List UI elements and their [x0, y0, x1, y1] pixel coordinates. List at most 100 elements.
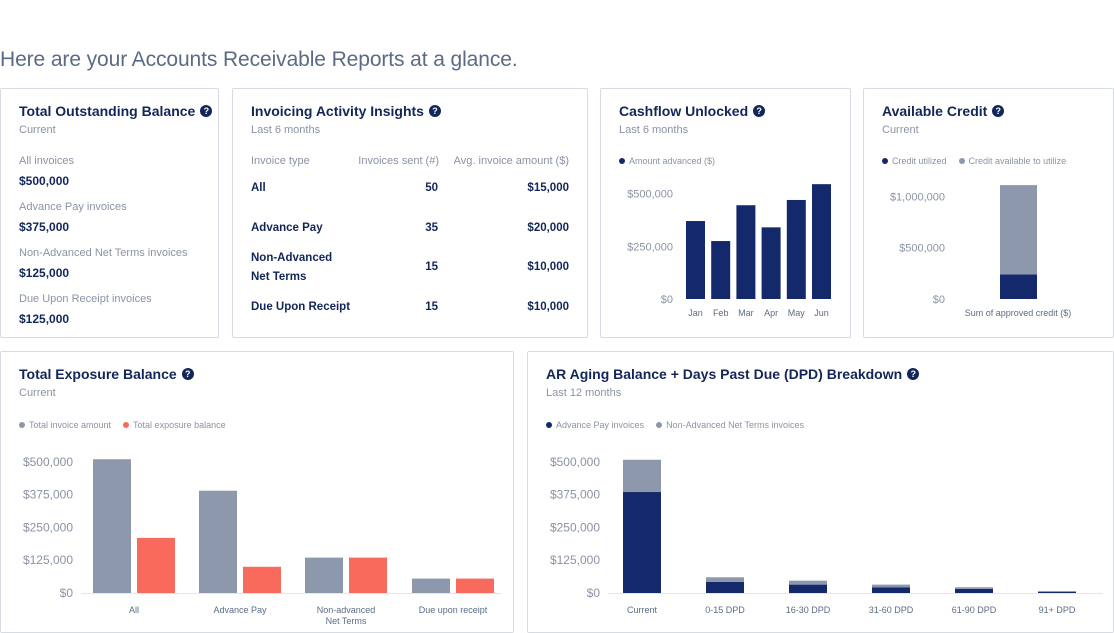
row-due-sent: 15 — [425, 301, 438, 313]
available-credit-card: Available Credit ? Current Credit utiliz… — [863, 88, 1114, 338]
exposure-chart: $0 $125,000 $250,000 $375,000 $500,000 All Adv… — [23, 455, 501, 626]
legend-dot — [123, 422, 130, 428]
legend-label: Non-Advanced Net Terms invoices — [666, 420, 804, 430]
available-credit-title: Available Credit — [882, 103, 988, 119]
x-tick-label: All — [129, 605, 139, 615]
exposure-title: Total Exposure Balance — [19, 366, 177, 382]
card-title: Cashflow Unlocked ? — [619, 103, 766, 119]
row-advance-type: Advance Pay — [251, 222, 323, 234]
aging-legend: Advance Pay invoices Non-Advanced Net Te… — [546, 420, 804, 430]
x-tick-label: Non-advanced — [317, 605, 376, 615]
y-tick-label: $375,000 — [550, 488, 600, 502]
x-tick-label: 16-30 DPD — [786, 605, 831, 615]
x-tick-label: 61-90 DPD — [952, 605, 997, 615]
legend-item: Advance Pay invoices — [546, 420, 644, 430]
available-credit-subtitle: Current — [882, 124, 919, 136]
bar-credit-utilized — [1000, 274, 1037, 299]
bar-exposure — [456, 578, 494, 593]
legend-label: Total exposure balance — [133, 420, 226, 430]
y-tick-label: $500,000 — [899, 243, 945, 255]
bar-advance-pay — [872, 587, 910, 593]
help-icon[interactable]: ? — [200, 105, 213, 117]
y-tick-label: $1,000,000 — [890, 191, 945, 203]
total-outstanding-subtitle: Current — [19, 124, 56, 136]
row-advance-sent: 35 — [425, 222, 438, 234]
credit-chart: $0 $500,000 $1,000,000 Sum of approved cred… — [890, 185, 1072, 318]
bar-total-invoice — [412, 578, 450, 593]
bar-total-invoice — [93, 459, 131, 593]
x-tick-label: Apr — [764, 308, 778, 318]
cashflow-chart: $0 $250,000 $500,000 Jan Feb Mar Apr May Jun — [627, 184, 831, 318]
help-icon[interactable]: ? — [181, 368, 194, 380]
x-axis-label: Sum of approved credit ($) — [965, 308, 1072, 318]
legend-dot — [958, 158, 965, 164]
aging-title: AR Aging Balance + Days Past Due (DPD) B… — [546, 366, 903, 382]
y-tick-label: $0 — [933, 294, 945, 306]
table-header-avg: Avg. invoice amount ($) — [453, 155, 569, 167]
y-tick-label: $250,000 — [627, 241, 673, 253]
help-icon[interactable]: ? — [753, 105, 766, 117]
row-all-type: All — [251, 182, 266, 194]
bar-advance-pay — [789, 584, 827, 593]
bar — [761, 227, 781, 299]
legend-label: Advance Pay invoices — [556, 420, 645, 430]
advance-pay-value: $375,000 — [19, 220, 70, 234]
cashflow-subtitle: Last 6 months — [619, 124, 689, 136]
help-icon[interactable]: ? — [428, 105, 441, 117]
y-tick-label: $0 — [661, 294, 673, 306]
legend-item: Credit utilized — [882, 156, 947, 166]
cashflow-card: Cashflow Unlocked ? Last 6 months Amount… — [600, 88, 851, 338]
legend-item: Credit available to utilize — [958, 156, 1067, 166]
row-due-avg: $10,000 — [527, 301, 569, 313]
bar — [736, 205, 756, 299]
card-title: Invoicing Activity Insights ? — [251, 103, 441, 119]
legend-dot — [19, 422, 25, 428]
row-nonadv-type-2: Net Terms — [251, 271, 307, 283]
table-header-type: Invoice type — [251, 155, 310, 167]
bar — [786, 199, 806, 299]
y-tick-label: $500,000 — [550, 455, 600, 469]
x-tick-label: Due upon receipt — [419, 605, 488, 615]
row-nonadv-type-1: Non-Advanced — [251, 252, 333, 264]
x-tick-label: May — [788, 308, 806, 318]
bar-advance-pay — [955, 588, 993, 593]
card-title: Total Exposure Balance ? — [19, 366, 194, 382]
bar — [812, 184, 831, 299]
all-invoices-value: $500,000 — [19, 174, 70, 188]
bar-non-advanced — [789, 580, 827, 585]
invoicing-activity-card: Invoicing Activity Insights ? Last 6 mon… — [232, 88, 588, 338]
legend-label: Amount advanced ($) — [629, 156, 716, 166]
due-upon-receipt-label: Due Upon Receipt invoices — [19, 293, 152, 305]
advance-pay-label: Advance Pay invoices — [19, 201, 127, 213]
help-icon[interactable]: ? — [907, 368, 920, 380]
cashflow-title: Cashflow Unlocked — [619, 103, 749, 119]
card-title: Total Outstanding Balance ? — [19, 103, 213, 119]
y-tick-label: $0 — [587, 586, 601, 600]
bar-total-invoice — [199, 490, 237, 593]
help-icon[interactable]: ? — [992, 105, 1005, 117]
x-tick-label: Jun — [814, 308, 829, 318]
legend-dot — [546, 422, 552, 428]
legend-label: Credit available to utilize — [968, 156, 1067, 166]
row-all-sent: 50 — [425, 182, 438, 194]
invoicing-activity-subtitle: Last 6 months — [251, 124, 321, 136]
row-nonadv-sent: 15 — [425, 261, 438, 273]
legend-label: Total invoice amount — [29, 420, 112, 430]
bar-advance-pay — [623, 492, 661, 593]
legend-item: Amount advanced ($) — [619, 156, 715, 166]
legend-item: Non-Advanced Net Terms invoices — [656, 420, 804, 430]
bar-advance-pay — [706, 581, 744, 593]
x-tick-label: 31-60 DPD — [869, 605, 914, 615]
invoicing-activity-title: Invoicing Activity Insights — [251, 103, 424, 119]
legend-label: Credit utilized — [892, 156, 947, 166]
x-tick-label: Current — [627, 605, 658, 615]
x-tick-label: Net Terms — [326, 616, 367, 626]
bar-advance-pay — [1038, 591, 1076, 593]
bar-credit-available — [1000, 185, 1037, 275]
x-tick-label: Mar — [738, 308, 754, 318]
aging-chart: $0 $125,000 $250,000 $375,000 $500,000 Curren… — [550, 455, 1103, 615]
legend-dot — [619, 158, 625, 164]
y-tick-label: $125,000 — [23, 553, 73, 567]
credit-legend: Credit utilized Credit available to util… — [882, 156, 1066, 166]
bar-non-advanced — [623, 459, 661, 493]
